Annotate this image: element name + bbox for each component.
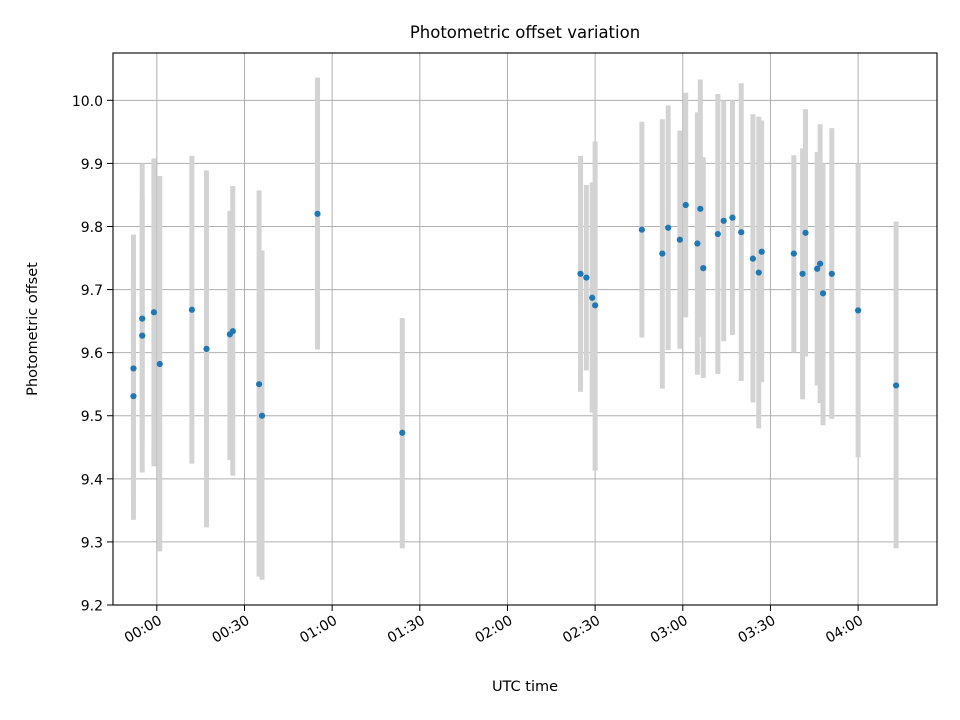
- y-tick-label: 9.2: [81, 599, 103, 615]
- data-point: [139, 315, 146, 322]
- data-point: [694, 240, 701, 247]
- data-point: [188, 306, 195, 313]
- data-point: [258, 412, 266, 419]
- data-point: [729, 214, 736, 221]
- data-point: [150, 309, 158, 316]
- data-point: [738, 229, 745, 236]
- data-point: [758, 248, 765, 255]
- data-point: [589, 294, 596, 301]
- data-point: [700, 265, 707, 272]
- y-tick-label: 9.8: [81, 220, 103, 236]
- data-point: [755, 269, 762, 276]
- data-point: [676, 236, 683, 243]
- data-point: [714, 230, 721, 238]
- data-point: [659, 250, 666, 257]
- data-point: [130, 393, 137, 400]
- data-point: [749, 255, 757, 262]
- x-axis-label: UTC time: [492, 679, 558, 695]
- y-tick-label: 9.6: [81, 346, 103, 362]
- y-tick-label: 9.3: [81, 535, 103, 551]
- data-point: [229, 328, 236, 335]
- data-point: [828, 270, 835, 277]
- data-point: [697, 205, 704, 212]
- data-point: [203, 345, 210, 352]
- y-axis: 9.2 9.3 9.4 9.5 9.6 9.7 9.8 9.9 10.0: [72, 94, 113, 615]
- data-point: [892, 382, 900, 389]
- data-point: [814, 265, 821, 272]
- data-point: [577, 270, 584, 277]
- y-tick-label: 9.5: [81, 409, 103, 425]
- data-point: [156, 360, 163, 368]
- data-point: [583, 274, 590, 281]
- data-points: [130, 201, 900, 436]
- data-point: [314, 210, 321, 217]
- data-point: [592, 302, 599, 309]
- data-point: [790, 250, 797, 257]
- data-point: [682, 201, 689, 209]
- data-point: [819, 290, 827, 297]
- data-point: [399, 429, 406, 436]
- data-point: [799, 270, 806, 277]
- y-tick-label: 9.4: [81, 472, 103, 488]
- data-point: [665, 224, 672, 231]
- plot-frame: [112, 52, 938, 606]
- y-axis-label: Photometric offset: [25, 262, 41, 396]
- data-point: [638, 226, 645, 233]
- data-point: [817, 260, 824, 267]
- y-tick-label: 9.7: [81, 283, 103, 299]
- data-point: [855, 307, 862, 314]
- data-point: [130, 365, 137, 372]
- data-point: [720, 217, 727, 224]
- data-point: [139, 332, 146, 339]
- y-tick-label: 9.9: [81, 157, 103, 173]
- data-point: [255, 381, 263, 388]
- data-point: [802, 229, 809, 236]
- chart-title: Photometric offset variation: [410, 23, 640, 42]
- y-tick-label: 10.0: [72, 94, 103, 110]
